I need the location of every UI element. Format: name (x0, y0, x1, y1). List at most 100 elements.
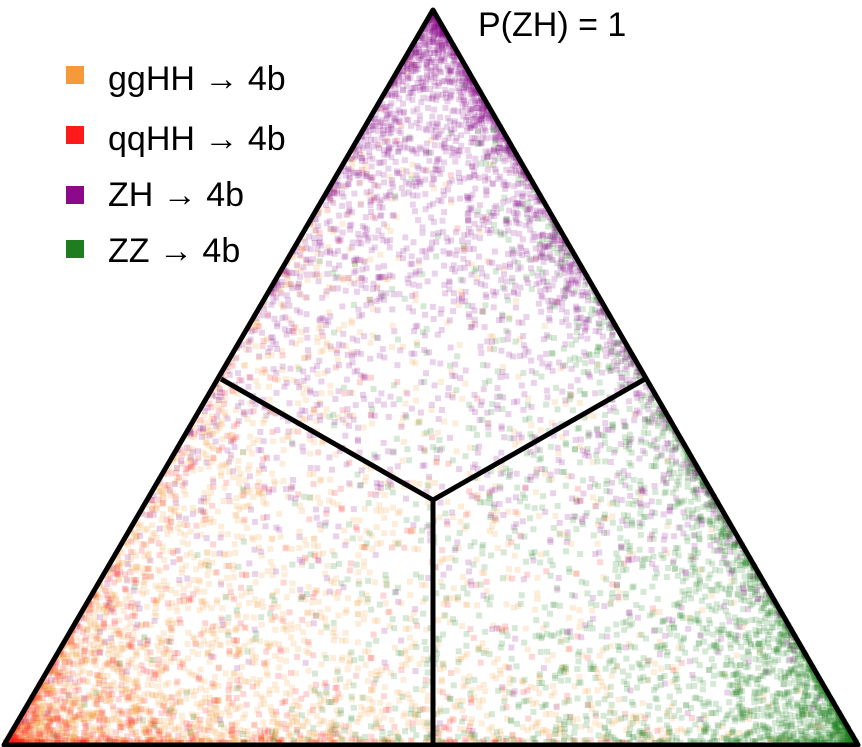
scatter-point (177, 520, 184, 527)
scatter-point (128, 643, 134, 650)
scatter-point (332, 364, 339, 371)
scatter-point (330, 655, 337, 662)
scatter-point (13, 738, 20, 745)
scatter-point (306, 737, 313, 744)
scatter-point (367, 491, 374, 497)
scatter-point (67, 733, 73, 740)
scatter-point (93, 710, 100, 717)
scatter-point (344, 576, 351, 583)
scatter-point (387, 228, 394, 234)
scatter-point (64, 656, 71, 663)
scatter-point (241, 728, 248, 735)
scatter-point (322, 590, 329, 597)
scatter-point (659, 619, 666, 625)
scatter-point (165, 731, 172, 738)
scatter-point (63, 681, 69, 688)
scatter-point (157, 639, 164, 646)
scatter-point (47, 729, 54, 736)
scatter-point (473, 265, 479, 272)
scatter-point (302, 416, 309, 423)
scatter-point (676, 500, 683, 507)
scatter-point (608, 701, 615, 708)
scatter-point (834, 727, 841, 734)
scatter-point (691, 695, 698, 702)
scatter-point (743, 560, 750, 567)
scatter-point (548, 632, 555, 639)
scatter-point (236, 682, 243, 689)
scatter-point (363, 540, 370, 547)
scatter-point (746, 637, 753, 644)
scatter-point (96, 594, 103, 601)
scatter-point (191, 431, 198, 437)
scatter-point (139, 698, 146, 705)
scatter-point (784, 689, 791, 696)
scatter-point (584, 701, 591, 708)
scatter-point (572, 570, 579, 577)
scatter-point (781, 669, 788, 676)
scatter-point (629, 720, 636, 726)
scatter-point (19, 723, 26, 730)
scatter-point (464, 590, 471, 597)
scatter-point (199, 699, 206, 706)
scatter-point (582, 713, 589, 720)
scatter-point (256, 467, 262, 474)
scatter-point (165, 698, 172, 705)
scatter-point (95, 603, 102, 610)
scatter-point (174, 504, 181, 510)
scatter-point (77, 678, 83, 685)
scatter-point (18, 722, 25, 729)
scatter-point (131, 684, 138, 691)
scatter-point (87, 633, 94, 640)
scatter-point (193, 522, 200, 529)
scatter-point (107, 739, 114, 746)
scatter-point (721, 670, 728, 677)
scatter-point (572, 513, 579, 520)
scatter-point (154, 596, 161, 603)
scatter-point (830, 723, 837, 730)
scatter-point (621, 626, 628, 633)
scatter-point (367, 723, 374, 730)
scatter-point (407, 655, 414, 662)
scatter-point (174, 608, 181, 615)
scatter-point (98, 668, 105, 675)
scatter-point (497, 671, 504, 677)
scatter-point (640, 403, 647, 410)
scatter-point (218, 710, 225, 717)
scatter-point (189, 725, 196, 731)
scatter-point (369, 213, 376, 220)
scatter-point (762, 653, 769, 660)
scatter-point (503, 735, 510, 742)
scatter-point (613, 550, 620, 557)
scatter-point (617, 382, 624, 388)
scatter-point (273, 686, 280, 693)
scatter-point (335, 326, 342, 333)
scatter-point (348, 320, 355, 327)
scatter-point (722, 715, 729, 722)
scatter-point (46, 727, 53, 734)
scatter-point (613, 501, 620, 508)
scatter-point (33, 695, 40, 702)
scatter-point (804, 692, 811, 699)
scatter-point (659, 411, 665, 418)
scatter-point (80, 625, 87, 632)
scatter-point (515, 737, 522, 743)
scatter-point (45, 719, 52, 725)
scatter-point (158, 722, 165, 729)
scatter-point (66, 661, 73, 668)
scatter-point (134, 736, 141, 743)
scatter-point (593, 665, 599, 672)
scatter-point (548, 476, 555, 483)
scatter-point (125, 542, 132, 549)
scatter-point (163, 487, 170, 494)
scatter-point (181, 522, 188, 528)
scatter-point (230, 566, 237, 573)
scatter-point (389, 196, 396, 203)
scatter-point (110, 604, 116, 611)
scatter-point (657, 646, 664, 652)
scatter-point (97, 673, 103, 680)
scatter-point (464, 302, 471, 309)
scatter-point (115, 710, 122, 717)
scatter-point (326, 729, 333, 736)
scatter-point (165, 521, 172, 528)
scatter-point (169, 599, 176, 606)
